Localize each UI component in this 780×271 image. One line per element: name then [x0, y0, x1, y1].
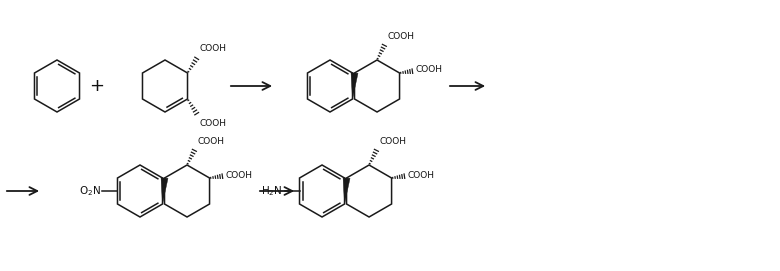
Text: COOH: COOH: [379, 137, 406, 146]
Text: H$_2$N: H$_2$N: [261, 184, 282, 198]
Text: COOH: COOH: [408, 170, 434, 179]
Polygon shape: [343, 178, 350, 204]
Polygon shape: [355, 60, 399, 112]
Text: COOH: COOH: [197, 137, 224, 146]
Text: COOH: COOH: [416, 66, 442, 75]
Polygon shape: [143, 60, 187, 112]
Polygon shape: [118, 165, 162, 217]
Polygon shape: [165, 165, 210, 217]
Polygon shape: [351, 73, 358, 99]
Text: O$_2$N: O$_2$N: [79, 184, 101, 198]
Polygon shape: [346, 165, 392, 217]
Polygon shape: [307, 60, 353, 112]
Text: COOH: COOH: [200, 119, 226, 128]
Text: COOH: COOH: [225, 170, 253, 179]
Text: COOH: COOH: [200, 44, 226, 53]
Polygon shape: [34, 60, 80, 112]
Polygon shape: [300, 165, 345, 217]
Polygon shape: [161, 178, 168, 204]
Text: +: +: [90, 77, 105, 95]
Text: COOH: COOH: [387, 32, 414, 41]
